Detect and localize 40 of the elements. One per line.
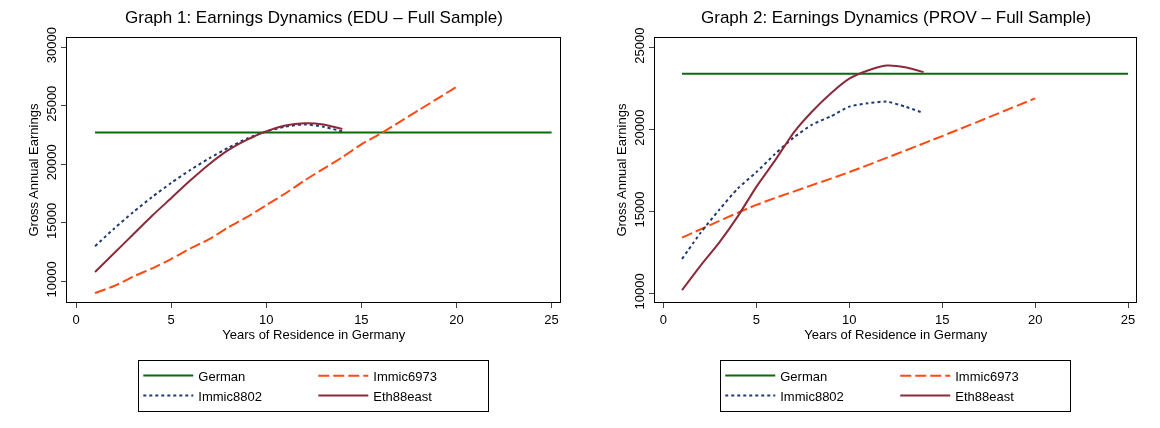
legend-label: Immic6973	[373, 368, 437, 384]
line-series	[681, 97, 1037, 239]
line-series	[94, 85, 458, 295]
y-tick-label: 15000	[631, 191, 647, 228]
x-tick-label: 10	[259, 312, 274, 327]
legend-label: German	[780, 368, 828, 384]
legend-label: Eth88east	[373, 388, 433, 404]
x-tick-label: 20	[1027, 312, 1043, 327]
x-tick-label: 0	[659, 312, 668, 327]
x-tick-label: 20	[449, 312, 464, 327]
y-tick-label: 10000	[631, 273, 647, 310]
legend-label: Eth88east	[955, 388, 1015, 404]
x-tick-label: 25	[1120, 312, 1136, 327]
x-tick-label: 0	[72, 312, 80, 327]
line-series	[94, 122, 344, 273]
y-tick-label: 30000	[44, 27, 60, 64]
legend-label: Immic8802	[780, 388, 844, 404]
x-axis-title: Years of Residence in Germany	[222, 327, 406, 342]
legend-label: Immic6973	[955, 368, 1019, 384]
line-series	[681, 64, 925, 292]
x-tick-label: 15	[934, 312, 950, 327]
x-tick-label: 5	[752, 312, 760, 327]
y-axis-title: Gross Annual Earnings	[613, 103, 629, 237]
legend-label: German	[198, 368, 246, 384]
chart-title: Graph 1: Earnings Dynamics (EDU – Full Sample)	[125, 8, 503, 27]
y-tick-label: 15000	[44, 202, 60, 239]
y-tick-label: 20000	[631, 109, 647, 146]
x-axis-title: Years of Residence in Germany	[804, 327, 988, 342]
line-series	[94, 123, 344, 248]
chart-title: Graph 2: Earnings Dynamics (PROV – Full Sample)	[701, 8, 1092, 27]
y-tick-label: 10000	[44, 261, 60, 298]
x-tick-label: 15	[354, 312, 369, 327]
x-tick-label: 10	[842, 312, 857, 327]
x-tick-label: 5	[167, 312, 175, 327]
y-tick-label: 25000	[631, 27, 647, 64]
legend-label: Immic8802	[198, 388, 262, 404]
x-tick-label: 25	[544, 312, 559, 327]
y-axis-title: Gross Annual Earnings	[26, 103, 42, 237]
y-tick-label: 25000	[44, 85, 60, 122]
y-tick-label: 20000	[44, 144, 60, 181]
